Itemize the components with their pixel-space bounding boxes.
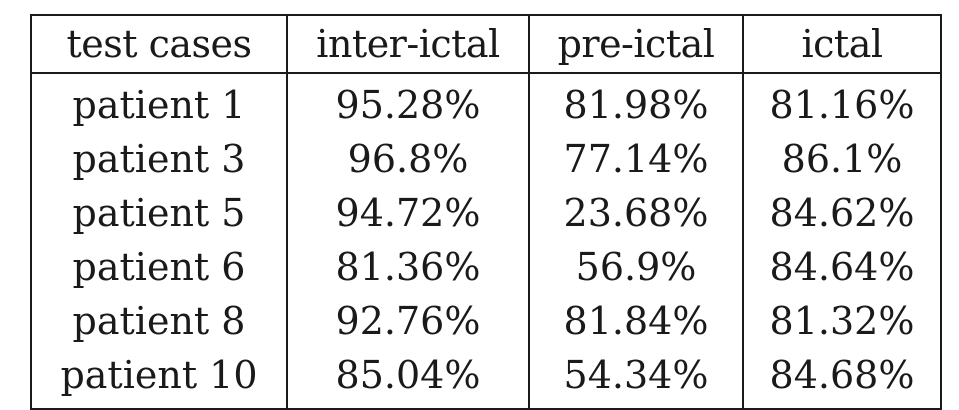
cell-inter-ictal: 92.76% [286, 294, 530, 348]
cell-ictal: 81.32% [742, 294, 942, 348]
cell-pre-ictal: 23.68% [528, 186, 744, 240]
column-header-pre-ictal: pre-ictal [528, 15, 744, 74]
cell-inter-ictal: 94.72% [286, 186, 530, 240]
table-header-row: test cases inter-ictal pre-ictal ictal [30, 15, 942, 74]
cell-ictal: 84.62% [742, 186, 942, 240]
cell-ictal: 84.68% [742, 348, 942, 409]
cell-pre-ictal: 56.9% [528, 240, 744, 294]
cell-test-case: patient 1 [30, 73, 288, 132]
cell-inter-ictal: 85.04% [286, 348, 530, 409]
cell-test-case: patient 10 [30, 348, 288, 409]
cell-pre-ictal: 77.14% [528, 132, 744, 186]
cell-ictal: 84.64% [742, 240, 942, 294]
cell-test-case: patient 5 [30, 186, 288, 240]
cell-pre-ictal: 81.98% [528, 73, 744, 132]
cell-pre-ictal: 54.34% [528, 348, 744, 409]
column-header-ictal: ictal [742, 15, 942, 74]
cell-test-case: patient 8 [30, 294, 288, 348]
column-header-inter-ictal: inter-ictal [286, 15, 530, 74]
cell-test-case: patient 6 [30, 240, 288, 294]
table-row: patient 6 81.36% 56.9% 84.64% [30, 240, 942, 294]
table-row: patient 3 96.8% 77.14% 86.1% [30, 132, 942, 186]
table-row: patient 1 95.28% 81.98% 81.16% [30, 73, 942, 132]
table-row: patient 10 85.04% 54.34% 84.68% [30, 348, 942, 409]
cell-ictal: 86.1% [742, 132, 942, 186]
cell-inter-ictal: 95.28% [286, 73, 530, 132]
table-row: patient 5 94.72% 23.68% 84.62% [30, 186, 942, 240]
cell-inter-ictal: 96.8% [286, 132, 530, 186]
column-header-test-cases: test cases [30, 15, 288, 74]
cell-test-case: patient 3 [30, 132, 288, 186]
results-table-container: test cases inter-ictal pre-ictal ictal p… [30, 14, 942, 410]
table-row: patient 8 92.76% 81.84% 81.32% [30, 294, 942, 348]
results-table: test cases inter-ictal pre-ictal ictal p… [30, 14, 942, 410]
cell-inter-ictal: 81.36% [286, 240, 530, 294]
cell-ictal: 81.16% [742, 73, 942, 132]
cell-pre-ictal: 81.84% [528, 294, 744, 348]
